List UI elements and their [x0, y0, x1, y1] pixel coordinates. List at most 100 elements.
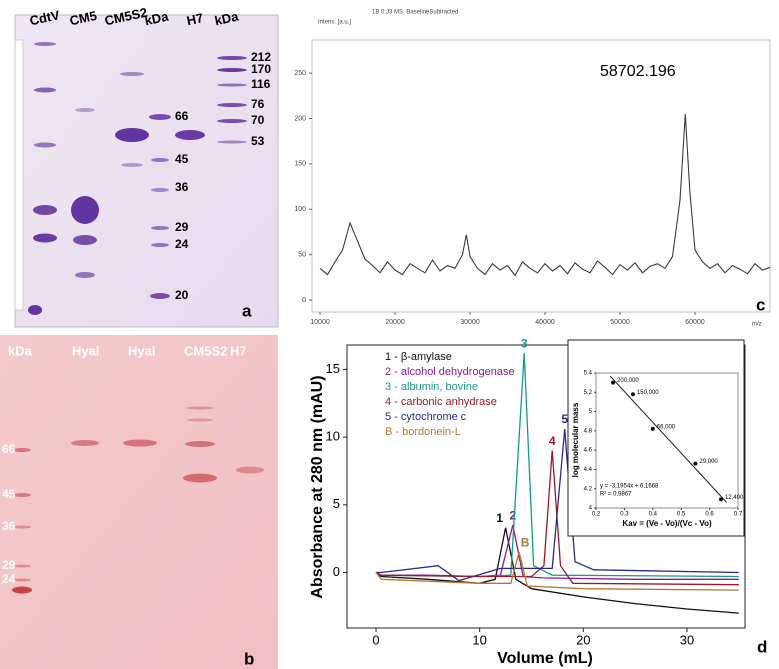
legend-entry: 2 - alcohol dehydrogenase [385, 366, 515, 378]
y-tick-label: 15 [326, 361, 340, 376]
panel-letter: a [242, 301, 252, 320]
gel-band [217, 68, 247, 72]
x-tick-label: 0.5 [677, 512, 686, 518]
marker-label: 24 [175, 237, 189, 251]
point-label: 200,000 [617, 378, 639, 384]
gel-band [185, 441, 215, 447]
gel-band [121, 163, 143, 167]
gel-band [149, 114, 171, 120]
marker-label: 36 [175, 180, 189, 194]
point-label: 66,000 [657, 425, 676, 431]
gel-band [236, 466, 264, 474]
y-axis-label: log molecular mass [571, 402, 580, 477]
gel-b [0, 335, 278, 669]
gel-band [217, 83, 247, 87]
y-tick-label: 150 [294, 161, 306, 168]
gel-band [217, 119, 247, 123]
peak-label: 5 [561, 412, 568, 426]
x-tick-label: 50000 [610, 319, 630, 326]
lane-label: H7 [185, 10, 204, 28]
panel-letter: c [756, 295, 765, 314]
gel-band [150, 293, 170, 299]
gel-band [71, 196, 99, 224]
lane-label: kDa [213, 9, 240, 29]
gel-band [217, 140, 247, 144]
y-tick-label: 10 [326, 429, 340, 444]
gel-band [151, 188, 169, 192]
x-tick-label: 0 [372, 632, 379, 647]
lane-label: kDa [143, 9, 170, 29]
y-axis-label: Intens. [a.u.] [318, 20, 351, 26]
gel-band [115, 128, 149, 142]
gel-band [187, 418, 213, 422]
bands [12, 42, 264, 594]
x-tick-label: 0.6 [705, 512, 714, 518]
marker-label: 45 [2, 487, 16, 501]
lane-label: H7 [230, 343, 247, 358]
inset-box [567, 339, 745, 537]
trend-line [609, 375, 727, 503]
legend-entry: 3 - albumin, bovine [385, 381, 478, 393]
marker-label: 53 [251, 134, 265, 148]
marker-label: 212 [251, 50, 271, 64]
lane-label: CM5S2 [184, 343, 227, 358]
gel-band [120, 72, 144, 76]
y-tick-label: 0 [333, 564, 340, 579]
lane-label: kDa [8, 343, 33, 358]
gel-band [34, 142, 56, 148]
lane-label: Hyal [72, 343, 99, 358]
peak-label: 2 [509, 508, 516, 522]
plot-frame [346, 344, 746, 629]
y-tick-label: 4.2 [584, 486, 593, 492]
y-tick-label: 4.8 [584, 428, 593, 434]
gel-band [73, 235, 97, 245]
gel-band [13, 525, 31, 529]
lane-label: CM5 [68, 8, 98, 28]
x-axis-label: Kav = (Ve - Vo)/(Vc - Vo) [622, 519, 712, 528]
gel-band [151, 226, 169, 230]
x-tick-label: 20 [576, 632, 590, 647]
legend-entry: 5 - cytochrome c [385, 411, 467, 423]
point-label: 150,000 [637, 390, 659, 396]
x-tick-label: 20000 [385, 319, 405, 326]
y-tick-label: 4.6 [584, 448, 593, 454]
gel-band [151, 158, 169, 162]
y-tick-label: 5 [589, 409, 593, 415]
gel-band [34, 87, 56, 93]
gel-band [183, 473, 217, 483]
gel-band [75, 272, 95, 278]
spectrum-line [319, 113, 771, 277]
gel-band [13, 578, 31, 582]
point-label: 29,000 [699, 459, 718, 465]
gel-band [33, 233, 57, 243]
gel-band [217, 56, 247, 60]
y-tick-label: 5 [333, 496, 340, 511]
y-tick-label: 50 [298, 251, 306, 258]
gel-band [13, 564, 31, 568]
gel-band [175, 130, 205, 140]
chart-title: 1B 0:J3 MS, BaselineSubtracted [372, 10, 458, 16]
lane-label: CdtV [28, 7, 61, 28]
inset-plot [595, 372, 739, 509]
y-tick-label: 5.2 [584, 390, 593, 396]
x-tick-label: 60000 [685, 319, 705, 326]
panel-letter: b [244, 649, 254, 668]
chromatogram-line [375, 527, 739, 614]
gel-band [13, 448, 31, 452]
y-tick-label: 4.4 [584, 467, 593, 473]
gel-band [151, 243, 169, 247]
gel-band [12, 586, 32, 594]
data-point [650, 426, 655, 431]
data-point [718, 497, 723, 502]
marker-label: 66 [2, 442, 16, 456]
marker-label: 76 [251, 97, 265, 111]
equation: y = -3,1954x + 6,1668 [600, 484, 659, 490]
panel-letter: d [757, 637, 767, 656]
y-tick-label: 5.4 [584, 371, 593, 377]
x-tick-label: 0.4 [649, 512, 658, 518]
x-tick-label: 0.7 [734, 512, 743, 518]
marker-label: 66 [175, 109, 189, 123]
legend-entry: 4 - carbonic anhydrase [385, 396, 497, 408]
marker-label: 29 [2, 558, 16, 572]
